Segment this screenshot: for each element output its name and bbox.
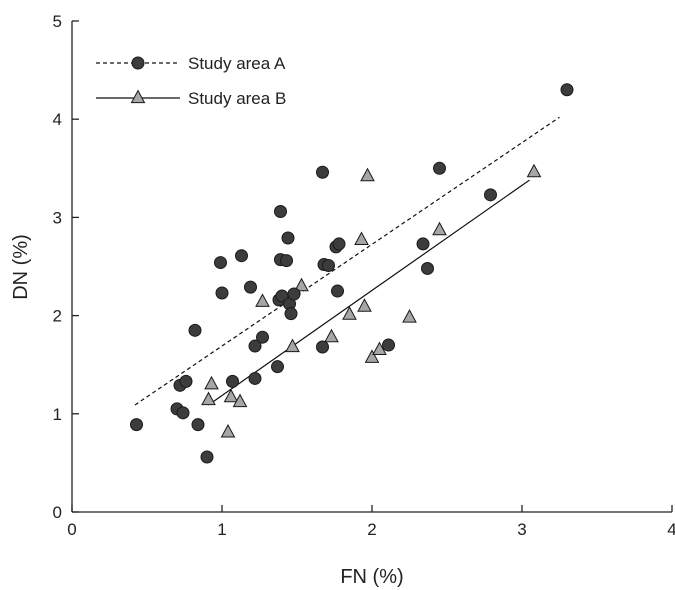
y-axis-ticks: 0 1 2 3 4 5 bbox=[53, 12, 79, 522]
triangle-point bbox=[372, 341, 387, 355]
triangle-point bbox=[220, 423, 236, 438]
x-tick-label: 3 bbox=[517, 520, 526, 539]
triangle-point bbox=[364, 349, 380, 363]
circle-point bbox=[331, 284, 344, 298]
triangle-point bbox=[354, 231, 369, 245]
triangle-point bbox=[223, 388, 239, 403]
trend-line-series-2 bbox=[208, 179, 530, 406]
trend-line-series-1 bbox=[134, 116, 560, 406]
legend: Study area A Study area B bbox=[96, 54, 286, 108]
triangle-point bbox=[342, 306, 357, 320]
circle-point bbox=[284, 307, 298, 321]
triangle-point bbox=[432, 221, 447, 236]
circle-point bbox=[281, 231, 295, 245]
triangle-point bbox=[204, 375, 219, 390]
legend-label: Study area A bbox=[188, 54, 286, 73]
circle-point bbox=[214, 256, 227, 270]
x-tick-label: 2 bbox=[367, 520, 376, 539]
triangle-point bbox=[402, 309, 417, 323]
circle-point bbox=[287, 287, 301, 301]
legend-label: Study area B bbox=[188, 89, 286, 108]
circle-point bbox=[271, 360, 284, 374]
y-tick-label: 0 bbox=[53, 503, 62, 522]
circle-point bbox=[560, 83, 574, 97]
legend-marker bbox=[130, 89, 146, 104]
data-points bbox=[130, 83, 574, 464]
circle-point bbox=[235, 249, 248, 263]
y-axis-title: DN (%) bbox=[10, 234, 32, 300]
triangle-point bbox=[232, 393, 248, 408]
circle-point bbox=[274, 205, 287, 219]
circle-point bbox=[179, 374, 193, 388]
circle-point bbox=[484, 188, 497, 202]
legend-marker bbox=[131, 56, 145, 70]
triangle-point bbox=[285, 338, 300, 353]
triangle-point bbox=[294, 277, 309, 292]
y-tick-label: 2 bbox=[53, 307, 62, 326]
circle-point bbox=[248, 371, 262, 385]
triangle-point bbox=[201, 391, 216, 406]
circle-point bbox=[188, 323, 202, 337]
circle-point bbox=[191, 418, 205, 432]
x-axis-ticks: 0 1 2 3 4 bbox=[67, 505, 675, 539]
x-tick-label: 4 bbox=[667, 520, 675, 539]
y-tick-label: 1 bbox=[53, 405, 62, 424]
triangle-point bbox=[360, 167, 375, 182]
circle-point bbox=[200, 450, 214, 464]
circle-point bbox=[421, 261, 434, 275]
x-axis-title: FN (%) bbox=[340, 566, 403, 588]
circle-point bbox=[215, 286, 229, 300]
circle-point bbox=[316, 340, 329, 354]
y-tick-label: 4 bbox=[53, 110, 62, 129]
circle-point bbox=[226, 374, 239, 388]
circle-point bbox=[130, 418, 143, 432]
trend-lines bbox=[134, 116, 560, 406]
circle-point bbox=[244, 280, 257, 294]
y-tick-label: 3 bbox=[53, 208, 62, 227]
plot-area: 0 1 2 3 4 0 1 2 3 4 5 bbox=[53, 12, 675, 539]
triangle-point bbox=[526, 163, 542, 178]
y-tick-label: 5 bbox=[53, 12, 62, 31]
circle-point bbox=[316, 165, 329, 179]
circle-point bbox=[382, 338, 395, 352]
circle-point bbox=[280, 254, 293, 268]
circle-point bbox=[433, 161, 446, 175]
circle-point bbox=[256, 330, 269, 344]
circle-point bbox=[332, 237, 346, 251]
triangle-point bbox=[324, 328, 339, 343]
circle-point bbox=[176, 406, 190, 420]
triangle-point bbox=[357, 298, 372, 312]
triangle-point bbox=[255, 293, 270, 307]
circle-point bbox=[248, 339, 262, 353]
circle-point bbox=[322, 259, 335, 273]
x-tick-label: 0 bbox=[67, 520, 76, 539]
circle-point bbox=[416, 237, 430, 251]
x-tick-label: 1 bbox=[217, 520, 226, 539]
